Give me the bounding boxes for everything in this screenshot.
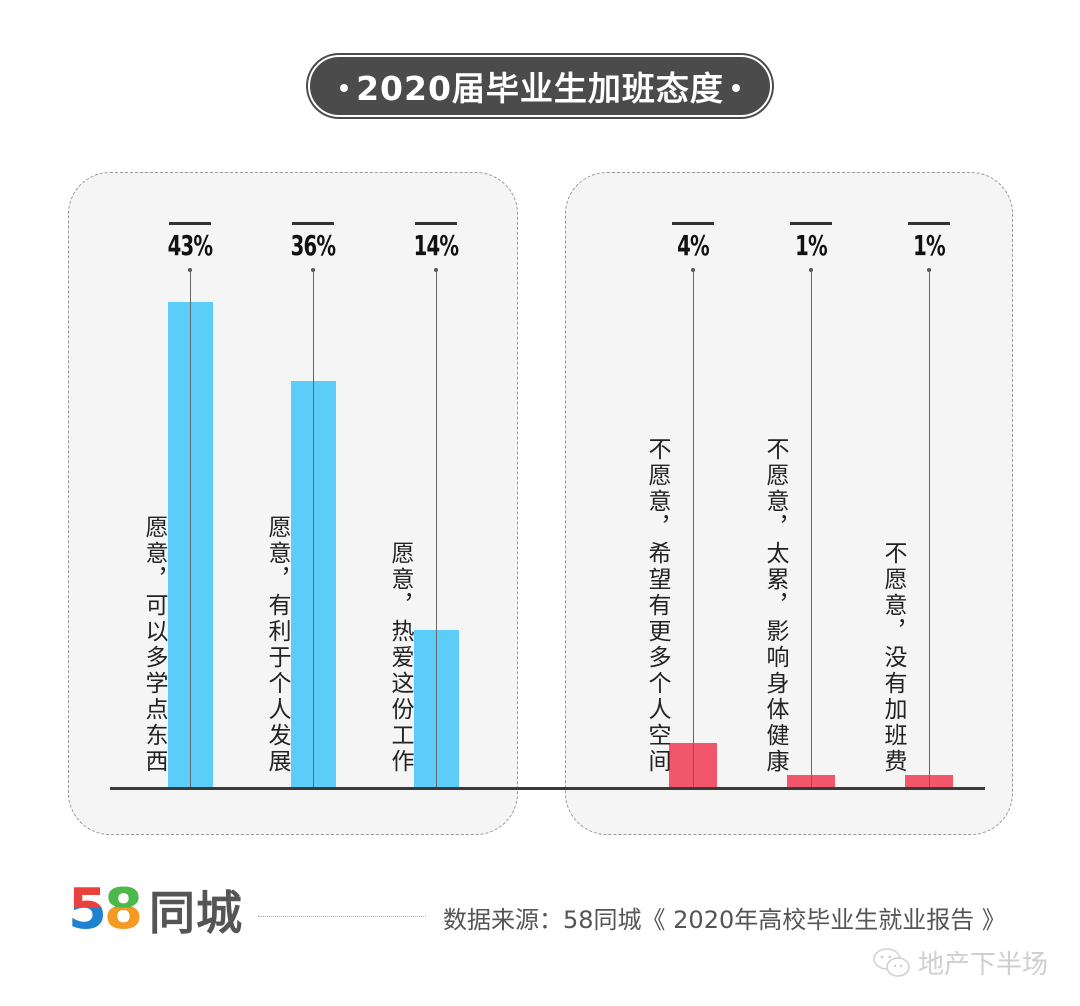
value-label: 1% [913,229,946,262]
value-rule [415,222,457,225]
value-label: 43% [167,229,213,262]
value-rule [908,222,950,225]
leader-line [313,270,314,788]
leader-line [693,270,694,788]
logo-name: 同城 [148,886,243,940]
category-label: 不愿意，没有加班费 [880,541,906,775]
value-label: 4% [677,229,710,262]
value-label: 36% [290,229,336,262]
watermark: 地产下半场 [872,944,1048,981]
watermark-text: 地产下半场 [918,950,1049,980]
value-rule [292,222,334,225]
title-bullet-right [732,84,740,92]
value-rule [169,222,211,225]
wechat-icon [873,947,910,977]
footer-divider [258,916,426,917]
category-label: 愿意，有利于个人发展 [264,515,290,775]
title-bullet-left [340,84,348,92]
leader-line [929,270,930,788]
value-label: 14% [413,229,459,262]
value-rule [672,222,714,225]
category-label: 不愿意，太累，影响身体健康 [762,437,788,775]
data-source: 数据来源：58同城《 2020年高校毕业生就业报告 》 [443,906,1006,934]
leader-line [811,270,812,788]
unwilling-panel [565,172,1013,835]
category-label: 愿意，可以多学点东西 [141,515,167,775]
category-label: 愿意，热爱这份工作 [387,541,413,775]
x-axis-line [110,787,985,790]
brand-logo: 5 8 同城 [68,877,243,942]
logo-digit-5: 5 [68,877,107,942]
leader-line [436,270,437,788]
logo-digit-8: 8 [103,877,143,942]
category-label: 不愿意，希望有更多个人空间 [644,437,670,775]
chart-title: 2020届毕业生加班态度 [356,69,724,108]
value-rule [790,222,832,225]
value-label: 1% [795,229,828,262]
title-banner: 2020届毕业生加班态度 [308,55,772,117]
leader-line [190,270,191,788]
